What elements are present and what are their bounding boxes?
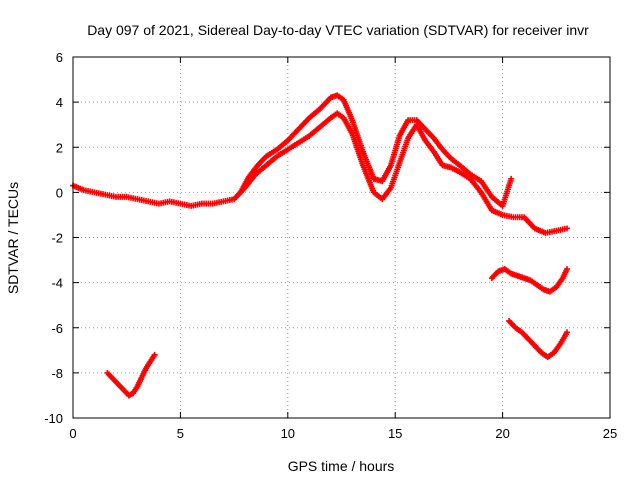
x-axis-label: GPS time / hours (288, 458, 395, 474)
y-tick-label: 2 (56, 140, 63, 155)
y-tick-label: -8 (51, 366, 63, 381)
chart-title: Day 097 of 2021, Sidereal Day-to-day VTE… (87, 22, 589, 38)
x-tick-label: 10 (281, 426, 295, 441)
y-tick-label: -2 (51, 231, 63, 246)
x-tick-label: 5 (177, 426, 184, 441)
chart: 0 5 10 15 20 25 -10 -8 -6 -4 -2 0 2 4 6 Day 097 of 202… (0, 0, 640, 480)
x-tick-label: 15 (388, 426, 402, 441)
x-tick-label: 25 (603, 426, 617, 441)
y-tick-label: -4 (51, 276, 63, 291)
x-tick-label: 20 (495, 426, 509, 441)
x-tick-label: 0 (69, 426, 76, 441)
y-axis-label: SDTVAR / TECUs (5, 182, 21, 294)
y-tick-label: 4 (56, 95, 63, 110)
background (0, 0, 640, 480)
y-tick-label: 6 (56, 50, 63, 65)
y-tick-label: -10 (44, 411, 63, 426)
y-tick-label: 0 (56, 185, 63, 200)
y-tick-label: -6 (51, 321, 63, 336)
